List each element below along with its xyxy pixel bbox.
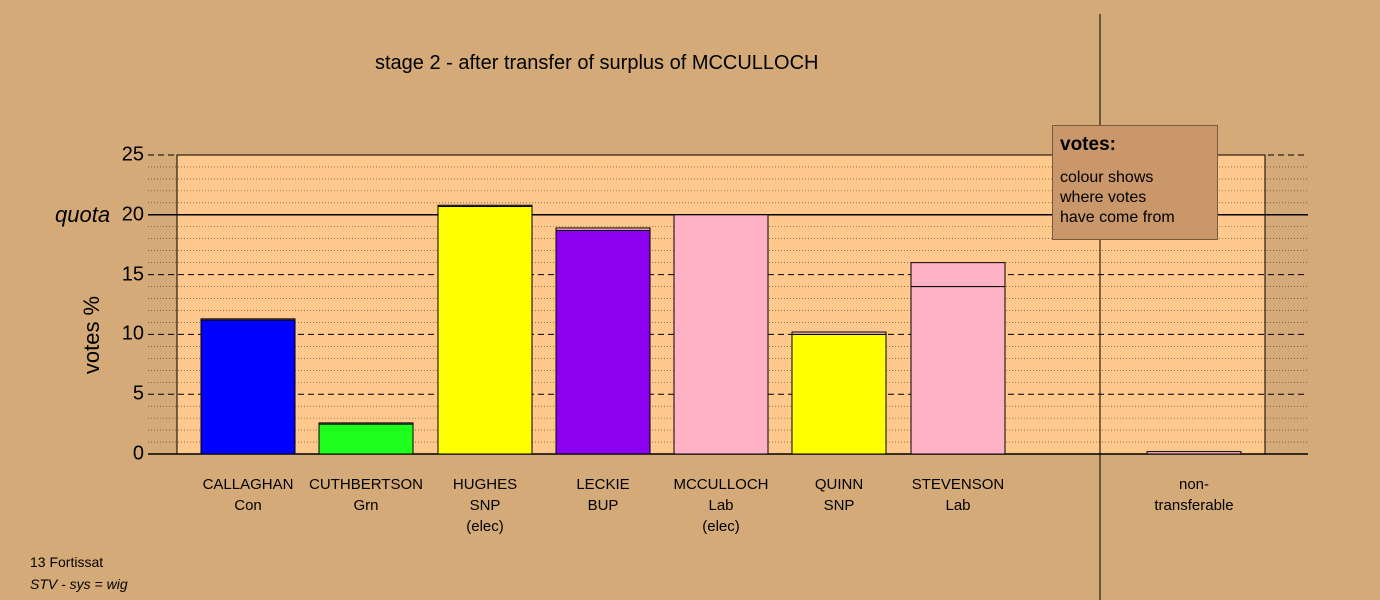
y-tick-label: 15 — [121, 263, 144, 286]
candidate-label: HUGHES SNP (elec) — [415, 474, 555, 537]
y-tick-label: 20 — [121, 203, 144, 226]
candidate-label-line: STEVENSON — [911, 476, 1005, 493]
bar-segment — [437, 205, 533, 455]
legend-line: colour shows — [1060, 169, 1154, 186]
bar-segment — [673, 214, 769, 455]
quota-label: quota — [55, 201, 111, 227]
bar-segment — [910, 286, 1006, 455]
candidate-label: LECKIE BUP — [533, 474, 673, 516]
bar-segment — [791, 331, 887, 335]
footer-system: STV - sys = wig — [30, 576, 128, 592]
candidate-label-line: transferable — [1154, 497, 1234, 514]
bar-segment — [200, 319, 296, 455]
candidate-label-line: SNP — [823, 497, 855, 514]
bar-segment — [555, 227, 651, 231]
legend-line: where votes — [1060, 189, 1147, 206]
legend-body: colour shows where votes have come from — [1060, 168, 1175, 228]
bar-segment — [437, 204, 533, 207]
bar-segment — [318, 423, 414, 455]
bar-segment — [318, 422, 414, 425]
y-tick-label: 10 — [121, 322, 144, 345]
candidate-label-line: SNP — [469, 497, 501, 514]
legend-title: votes: — [1060, 134, 1116, 155]
candidate-label: CALLAGHAN Con — [178, 474, 318, 516]
footer-ward: 13 Fortissat — [30, 554, 104, 570]
candidate-label: MCCULLOCH Lab (elec) — [651, 474, 791, 537]
candidate-label-line: Con — [234, 497, 262, 514]
y-tick-label: 5 — [132, 382, 144, 405]
candidate-label-line: CALLAGHAN — [202, 476, 294, 493]
candidate-label-line: Lab — [945, 497, 971, 514]
candidate-label-line: HUGHES — [452, 476, 518, 493]
bar-segment — [555, 229, 651, 455]
chart-title: stage 2 - after transfer of surplus of M… — [375, 52, 819, 74]
bar-segment-nontransferable — [1146, 451, 1242, 455]
bar-segment — [910, 262, 1006, 288]
bar-segment — [200, 318, 296, 321]
legend-box: votes: colour shows where votes have com… — [1052, 125, 1218, 240]
candidate-label-line: Grn — [353, 497, 379, 514]
candidate-label-line: (elec) — [466, 518, 504, 535]
candidate-label-line: QUINN — [814, 476, 864, 493]
candidate-label: QUINN SNP — [769, 474, 909, 516]
legend-line: have come from — [1060, 209, 1175, 226]
y-tick-label: 0 — [132, 442, 144, 465]
candidate-label-line: (elec) — [702, 518, 740, 535]
candidate-label-line: CUTHBERTSON — [309, 476, 423, 493]
candidate-label-line: MCCULLOCH — [673, 476, 769, 493]
candidate-label-line: non- — [1178, 476, 1210, 493]
candidate-label: CUTHBERTSON Grn — [296, 474, 436, 516]
candidate-label-line: Lab — [708, 497, 734, 514]
candidate-label-line: LECKIE — [576, 476, 630, 493]
bar-segment — [791, 333, 887, 455]
candidate-label-line: BUP — [587, 497, 619, 514]
candidate-label: STEVENSON Lab — [888, 474, 1028, 516]
y-tick-label: 25 — [121, 143, 144, 166]
candidate-label: non-transferable — [1124, 474, 1264, 516]
